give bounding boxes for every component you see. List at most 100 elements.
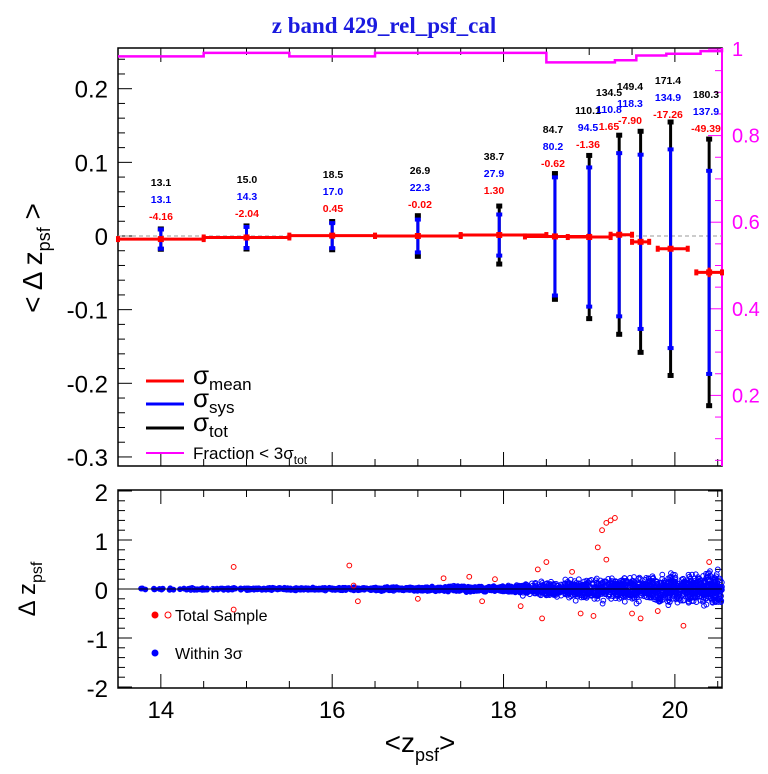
within-3sigma-point bbox=[608, 575, 615, 582]
mean-marker bbox=[667, 245, 674, 252]
within-3sigma-point bbox=[707, 593, 714, 600]
within-3sigma-point bbox=[621, 575, 628, 581]
mean-marker bbox=[414, 233, 421, 239]
within-3sigma-point bbox=[642, 577, 649, 583]
within-3sigma-point bbox=[412, 587, 418, 594]
sigma-sys-cap-top bbox=[706, 168, 713, 173]
sigma-mean-cap-left bbox=[630, 238, 635, 245]
total-sample-outlier-point bbox=[517, 603, 524, 610]
within-3sigma-point bbox=[701, 590, 708, 597]
within-3sigma-point bbox=[649, 587, 656, 594]
legend-label-main: Fraction < 3σ bbox=[193, 444, 294, 463]
mean-marker bbox=[329, 232, 336, 239]
within-3sigma-point bbox=[193, 586, 200, 593]
sigma-sys-cap-top bbox=[616, 151, 623, 156]
sigma-tot-value-label: 110.1 bbox=[575, 105, 601, 117]
sigma-tot-cap-top bbox=[616, 132, 623, 138]
total-sample-outlier-point bbox=[607, 517, 614, 524]
within-3sigma-point bbox=[635, 598, 642, 605]
sigma-tot-value-label: 26.9 bbox=[410, 165, 431, 177]
within-3sigma-point bbox=[575, 587, 582, 594]
within-3sigma-point bbox=[284, 585, 291, 592]
sigma-sys-cap-top bbox=[243, 224, 250, 229]
within-3sigma-point bbox=[547, 581, 554, 587]
within-3sigma-point bbox=[640, 587, 647, 594]
legend-label-main: σ bbox=[193, 383, 209, 413]
within-3sigma-point bbox=[422, 586, 429, 593]
mean-value-label: 1.65 bbox=[599, 121, 620, 133]
sigma-tot-cap-bottom bbox=[586, 316, 593, 322]
within-3sigma-point bbox=[635, 575, 642, 582]
within-3sigma-point bbox=[670, 571, 676, 578]
sigma-tot-value-label: 134.5 bbox=[596, 87, 622, 99]
within-3sigma-point bbox=[558, 581, 565, 588]
legend-label: σtot bbox=[193, 407, 228, 441]
within-3sigma-point bbox=[225, 585, 232, 592]
total-sample-outlier-point bbox=[637, 615, 644, 622]
sigma-mean-cap-left bbox=[522, 233, 527, 240]
bottom-y-tick-label: 0 bbox=[95, 578, 108, 605]
legend-label-sub: tot bbox=[209, 422, 228, 441]
total-sample-outlier-point bbox=[539, 615, 545, 622]
within-3sigma-point bbox=[657, 584, 664, 591]
within-3sigma-point bbox=[648, 594, 655, 601]
sigma-tot-value-label: 84.7 bbox=[543, 124, 564, 136]
within-3sigma-point bbox=[571, 592, 578, 598]
within-3sigma-point bbox=[600, 597, 607, 604]
total-sample-outlier-point bbox=[569, 568, 575, 575]
total-sample-outlier-point bbox=[230, 564, 237, 570]
within-3sigma-point bbox=[668, 590, 674, 597]
x-axis-label: <zpsf> bbox=[385, 727, 456, 765]
within-3sigma-point bbox=[680, 597, 686, 604]
total-sample-outlier-point bbox=[577, 610, 584, 617]
sigma-sys-value-label: 94.5 bbox=[578, 122, 599, 134]
legend-label: Fraction < 3σtot bbox=[193, 444, 308, 467]
within-3sigma-point bbox=[593, 575, 600, 582]
within-3sigma-point bbox=[694, 587, 700, 594]
sigma-sys-cap-bottom bbox=[157, 246, 164, 251]
sigma-sys-value-label: 80.2 bbox=[543, 141, 564, 153]
total-sample-outlier-point bbox=[479, 598, 486, 605]
sigma-sys-cap-top bbox=[414, 217, 421, 222]
sigma-tot-value-label: 18.5 bbox=[323, 169, 344, 181]
mean-marker bbox=[706, 269, 713, 276]
mean-value-label: 1.30 bbox=[484, 185, 505, 197]
sigma-sys-cap-top bbox=[157, 227, 164, 232]
within-3sigma-point bbox=[624, 587, 630, 594]
within-3sigma-point bbox=[539, 580, 546, 586]
top-y-tick-label: -0.2 bbox=[67, 371, 108, 398]
bottom-y-label-sub: psf bbox=[29, 561, 46, 583]
sigma-sys-value-label: 17.0 bbox=[323, 186, 344, 198]
within-3sigma-point bbox=[715, 599, 722, 605]
within-3sigma-point bbox=[582, 581, 589, 588]
total-sample-outlier-point bbox=[534, 566, 541, 573]
mean-marker bbox=[551, 233, 558, 240]
within-3sigma-point bbox=[621, 598, 628, 605]
total-sample-outlier-point bbox=[654, 608, 661, 614]
within-3sigma-point bbox=[694, 577, 701, 584]
within-3sigma-point bbox=[608, 595, 615, 602]
total-sample-outlier-point bbox=[590, 613, 597, 619]
within-3sigma-point bbox=[717, 595, 723, 602]
legend-within-label: Within 3σ bbox=[175, 646, 243, 663]
sigma-sys-value-label: 22.3 bbox=[410, 182, 431, 194]
within-3sigma-point bbox=[718, 579, 725, 586]
sigma-sys-value-label: 14.3 bbox=[237, 191, 258, 203]
within-3sigma-point bbox=[581, 587, 588, 594]
legend-total-sample-open-marker bbox=[164, 611, 172, 619]
sigma-tot-cap-bottom bbox=[414, 253, 421, 259]
sigma-sys-cap-bottom bbox=[637, 326, 644, 331]
x-tick-label: 20 bbox=[662, 697, 689, 724]
within-3sigma-point bbox=[594, 593, 601, 600]
within-3sigma-point bbox=[589, 580, 595, 587]
within-3sigma-point bbox=[526, 584, 533, 591]
within-3sigma-point bbox=[675, 584, 682, 591]
total-sample-outlier-point bbox=[346, 562, 353, 569]
sigma-sys-value-label: 118.3 bbox=[617, 98, 643, 110]
within-3sigma-point bbox=[685, 598, 692, 605]
within-3sigma-point bbox=[646, 576, 653, 582]
x-tick-label: 18 bbox=[490, 697, 517, 724]
total-sample-outlier-point bbox=[603, 556, 610, 563]
within-3sigma-point bbox=[645, 578, 652, 585]
mean-value-label: -17.26 bbox=[653, 109, 683, 121]
